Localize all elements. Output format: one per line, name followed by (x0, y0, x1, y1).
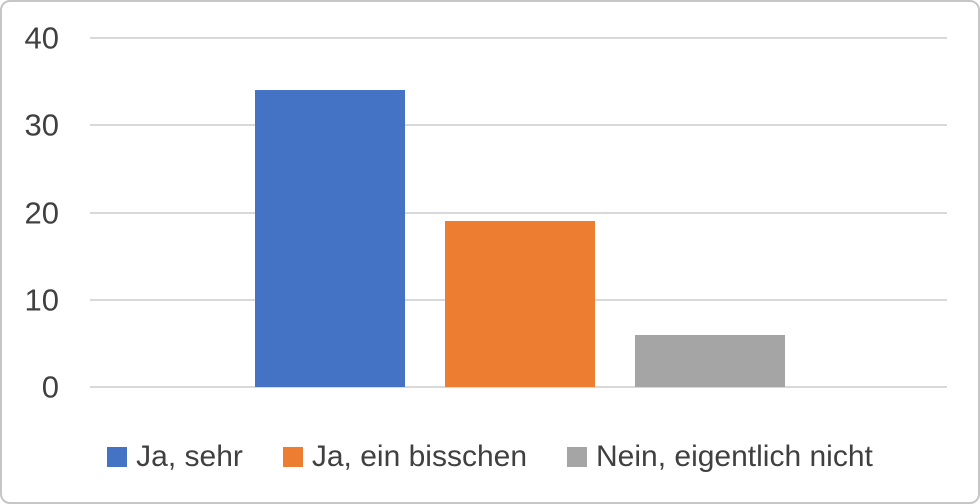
legend-item-ja-sehr: Ja, sehr (107, 442, 243, 472)
y-axis-tick-label-20: 20 (24, 195, 59, 230)
legend-swatch-icon (107, 447, 128, 467)
bar-ja-ein-bisschen (445, 221, 595, 387)
legend: Ja, sehr Ja, ein bisschen Nein, eigentlich… (2, 436, 978, 478)
gridline-y-0 (90, 386, 947, 388)
legend-swatch-icon (282, 447, 303, 467)
gridline-y-20 (90, 211, 947, 214)
legend-swatch-icon (567, 447, 588, 467)
legend-label: Ja, sehr (136, 440, 243, 473)
y-axis-tick-label-30: 30 (24, 107, 59, 143)
gridline-y-40 (90, 37, 947, 39)
bar-ja-sehr (255, 90, 405, 387)
legend-item-ja-ein-bisschen: Ja, ein bisschen (282, 440, 528, 473)
y-axis-tick-label-40: 40 (24, 20, 59, 56)
bar-nein-eigentlich-nicht (635, 334, 785, 387)
y-axis-tick-label-10: 10 (24, 282, 59, 318)
legend-label: Nein, eigentlich nicht (596, 440, 873, 473)
gridline-y-30 (90, 124, 947, 127)
legend-label: Ja, ein bisschen (311, 440, 528, 473)
legend-item-nein-eigentlich-nicht: Nein, eigentlich nicht (567, 442, 873, 472)
y-axis-tick-label-0: 0 (41, 369, 59, 405)
